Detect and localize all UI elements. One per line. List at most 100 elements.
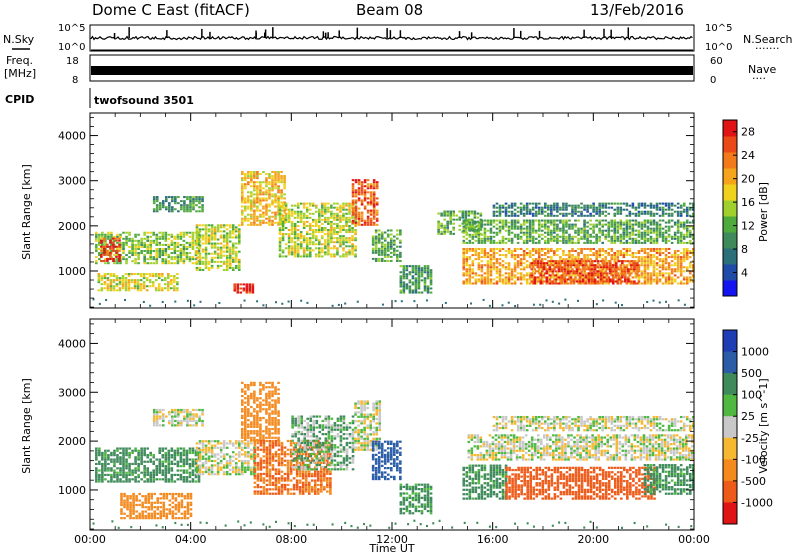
power-cell	[492, 212, 496, 215]
power-cell	[154, 273, 158, 276]
power-cell	[207, 238, 211, 241]
power-cell	[504, 249, 508, 253]
power-cell	[554, 278, 558, 281]
power-cell	[577, 227, 580, 230]
nave-dots: ····	[752, 72, 766, 85]
power-cell	[553, 278, 556, 281]
power-cell	[646, 272, 650, 275]
power-cell	[685, 249, 689, 253]
power-cell	[393, 249, 396, 252]
power-cell	[369, 221, 373, 224]
power-cell	[589, 214, 592, 217]
power-cell	[572, 262, 576, 265]
power-cell	[607, 233, 611, 236]
power-cell	[411, 265, 415, 268]
power-cell	[119, 233, 122, 236]
power-cell	[545, 272, 549, 275]
velocity-cell	[140, 456, 143, 459]
power-cell	[679, 210, 683, 213]
power-cell	[225, 224, 229, 227]
freq-series-band	[91, 66, 693, 75]
power-cell	[486, 237, 490, 240]
power-cell	[192, 208, 195, 211]
velocity-cell	[101, 467, 104, 470]
power-cell	[198, 254, 202, 257]
power-cell	[601, 260, 604, 263]
power-cell	[366, 211, 370, 214]
power-cell	[643, 204, 647, 207]
power-cell	[372, 223, 376, 226]
power-cell	[598, 212, 601, 215]
power-cell	[173, 241, 177, 244]
power-cell	[339, 214, 342, 217]
power-cell	[480, 225, 484, 228]
power-cell	[599, 270, 603, 273]
power-cell	[241, 173, 244, 176]
power-cell	[265, 209, 268, 212]
power-cell	[283, 187, 286, 190]
power-cell	[354, 223, 358, 226]
power-cell	[531, 278, 535, 281]
power-cell	[547, 241, 550, 244]
power-cell	[562, 233, 565, 236]
power-cell	[311, 224, 315, 227]
power-cell	[667, 204, 671, 207]
power-cell	[281, 202, 285, 205]
power-cell	[622, 231, 626, 234]
power-cell	[636, 268, 639, 271]
power-cell	[324, 247, 327, 250]
power-cell	[236, 291, 240, 294]
power-cell	[293, 226, 297, 230]
power-cell	[548, 274, 552, 277]
power-cell	[337, 303, 340, 306]
power-cell	[598, 264, 601, 267]
power-cell	[516, 256, 520, 259]
power-cell	[537, 249, 541, 253]
power-cell	[142, 283, 146, 286]
power-cell	[580, 270, 583, 273]
power-cell	[256, 181, 259, 184]
power-cell	[115, 283, 119, 286]
power-cell	[633, 268, 636, 271]
power-cell	[604, 278, 608, 281]
power-cell	[625, 214, 629, 217]
power-cell	[510, 276, 514, 279]
power-cell	[602, 272, 606, 275]
power-cell	[278, 239, 282, 242]
power-cell	[339, 206, 342, 209]
power-cell	[333, 237, 336, 240]
power-cell	[278, 216, 282, 219]
power-cell	[595, 223, 598, 226]
power-cell	[616, 256, 620, 259]
power-cell	[565, 214, 568, 217]
power-cell	[131, 260, 134, 263]
power-cell	[278, 253, 282, 256]
power-cell	[595, 254, 598, 257]
velocity-cell	[155, 478, 159, 481]
power-cell	[534, 276, 538, 279]
power-cell	[634, 219, 638, 222]
power-cell	[405, 277, 409, 280]
power-cell	[268, 187, 271, 190]
power-cell	[477, 254, 481, 257]
power-cell	[308, 251, 312, 254]
power-cell	[423, 269, 427, 272]
power-cell	[652, 227, 656, 230]
power-cell	[244, 177, 247, 180]
power-cell	[408, 271, 412, 274]
power-cell	[562, 274, 565, 277]
power-cell	[271, 189, 274, 192]
power-cell	[143, 258, 146, 261]
power-cell	[489, 272, 493, 275]
velocity-cell	[143, 454, 146, 457]
power-cell	[619, 268, 623, 271]
power-cell	[658, 254, 662, 257]
power-cell	[134, 260, 137, 263]
power-cell	[658, 247, 662, 250]
power-cell	[510, 241, 514, 244]
power-cell	[468, 227, 472, 230]
power-cell	[122, 237, 125, 240]
power-cell	[173, 275, 176, 278]
power-cell	[423, 279, 427, 282]
power-cell	[283, 185, 286, 188]
